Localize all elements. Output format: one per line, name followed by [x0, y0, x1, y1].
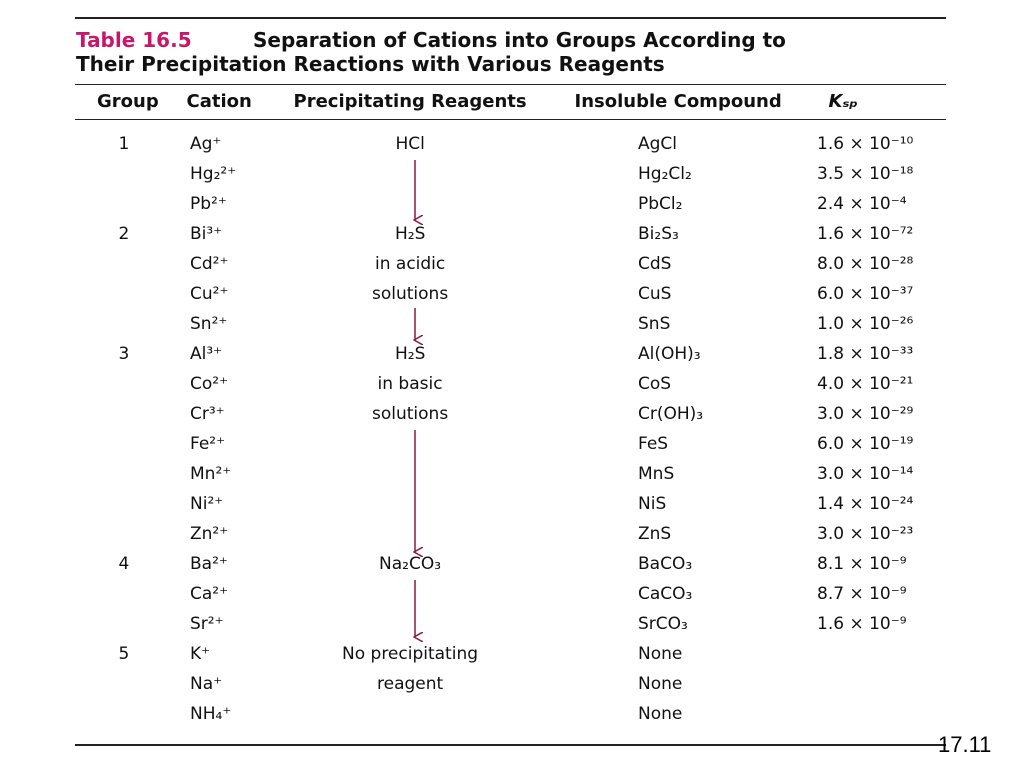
- ksp-cell: 1.6 × 10⁻¹⁰: [817, 134, 914, 154]
- ksp-cell: 6.0 × 10⁻¹⁹: [817, 434, 914, 454]
- compound-cell: AgCl: [638, 134, 678, 154]
- compound-cell: Hg₂Cl₂: [638, 164, 692, 184]
- ksp-cell: 3.0 × 10⁻²³: [817, 524, 914, 544]
- ksp-cell: 3.0 × 10⁻¹⁴: [817, 464, 914, 484]
- cation-cell: Na⁺: [190, 674, 223, 694]
- reagent-cell: reagent: [377, 674, 444, 694]
- reagent-cell: in basic: [377, 374, 443, 394]
- compound-cell: Cr(OH)₃: [638, 404, 704, 424]
- cation-cell: Hg₂²⁺: [190, 164, 237, 184]
- ksp-cell: 1.6 × 10⁻⁹: [817, 614, 907, 634]
- cation-cell: Al³⁺: [190, 344, 223, 364]
- group-cell: 1: [118, 134, 130, 154]
- caption: Their Precipitation Reactions with Vario…: [76, 52, 665, 76]
- reagent-cell: solutions: [372, 404, 449, 424]
- group-cell: 4: [118, 554, 130, 574]
- cation-cell: Co²⁺: [190, 374, 229, 394]
- ksp-cell: 3.0 × 10⁻²⁹: [817, 404, 914, 424]
- header-rule: [75, 119, 946, 120]
- ksp-cell: 8.0 × 10⁻²⁸: [817, 254, 914, 274]
- ksp-cell: 1.4 × 10⁻²⁴: [817, 494, 914, 514]
- compound-cell: FeS: [638, 434, 669, 454]
- cation-cell: Zn²⁺: [190, 524, 229, 544]
- cation-cell: NH₄⁺: [190, 704, 232, 724]
- reagent-cell: Na₂CO₃: [379, 554, 442, 574]
- cation-cell: Ag⁺: [190, 134, 222, 154]
- cation-cell: Ni²⁺: [190, 494, 224, 514]
- group-cell: 3: [118, 344, 130, 364]
- reagent-cell: in acidic: [375, 254, 446, 274]
- compound-cell: BaCO₃: [638, 554, 693, 574]
- ksp-cell: 2.4 × 10⁻⁴: [817, 194, 907, 214]
- compound-cell: MnS: [638, 464, 675, 484]
- ksp-cell: 4.0 × 10⁻²¹: [817, 374, 914, 394]
- column-header: Precipitating Reagents: [293, 91, 527, 112]
- table-label: Table 16.5: [76, 28, 192, 52]
- group-cell: 5: [118, 644, 130, 664]
- ksp-cell: 3.5 × 10⁻¹⁸: [817, 164, 914, 184]
- cation-cell: Cr³⁺: [190, 404, 225, 424]
- compound-cell: Bi₂S₃: [638, 224, 679, 244]
- reagent-cell: HCl: [395, 134, 425, 154]
- ksp-cell: 6.0 × 10⁻³⁷: [817, 284, 914, 304]
- ksp-cell: 8.7 × 10⁻⁹: [817, 584, 907, 604]
- column-header: Cation: [186, 91, 252, 112]
- ksp-cell: 1.6 × 10⁻⁷²: [817, 224, 914, 244]
- compound-cell: SnS: [638, 314, 671, 334]
- cation-cell: Sr²⁺: [190, 614, 224, 634]
- compound-cell: NiS: [638, 494, 667, 514]
- compound-cell: None: [638, 674, 683, 694]
- column-header: Insoluble Compound: [574, 91, 782, 112]
- ksp-cell: 1.8 × 10⁻³³: [817, 344, 914, 364]
- compound-cell: Al(OH)₃: [638, 344, 701, 364]
- compound-cell: SrCO₃: [638, 614, 688, 634]
- compound-cell: CdS: [638, 254, 672, 274]
- ksp-cell: 8.1 × 10⁻⁹: [817, 554, 907, 574]
- reagent-cell: solutions: [372, 284, 449, 304]
- reagent-cell: H₂S: [395, 344, 426, 364]
- cation-cell: Cu²⁺: [190, 284, 229, 304]
- compound-cell: None: [638, 644, 683, 664]
- column-header: Group: [97, 91, 159, 112]
- cation-cell: Ba²⁺: [190, 554, 228, 574]
- group-cell: 2: [118, 224, 130, 244]
- bottom-rule: [75, 744, 946, 746]
- header-rule: [75, 84, 946, 85]
- slide-number: 17.11: [938, 732, 992, 757]
- cation-cell: Mn²⁺: [190, 464, 232, 484]
- cation-cell: Bi³⁺: [190, 224, 223, 244]
- cation-cell: Ca²⁺: [190, 584, 229, 604]
- compound-cell: PbCl₂: [638, 194, 683, 214]
- caption: Separation of Cations into Groups Accord…: [253, 28, 786, 52]
- reagent-cell: H₂S: [395, 224, 426, 244]
- cation-cell: Fe²⁺: [190, 434, 226, 454]
- compound-cell: CuS: [638, 284, 672, 304]
- cation-cell: Sn²⁺: [190, 314, 228, 334]
- cation-cell: Cd²⁺: [190, 254, 229, 274]
- compound-cell: CaCO₃: [638, 584, 693, 604]
- top-rule: [75, 17, 946, 19]
- cation-cell: Pb²⁺: [190, 194, 227, 214]
- compound-cell: None: [638, 704, 683, 724]
- column-header: Kₛₚ: [828, 91, 858, 112]
- ksp-cell: 1.0 × 10⁻²⁶: [817, 314, 914, 334]
- compound-cell: ZnS: [638, 524, 672, 544]
- compound-cell: CoS: [638, 374, 672, 394]
- cation-cell: K⁺: [190, 644, 211, 664]
- reagent-cell: No precipitating: [342, 644, 479, 664]
